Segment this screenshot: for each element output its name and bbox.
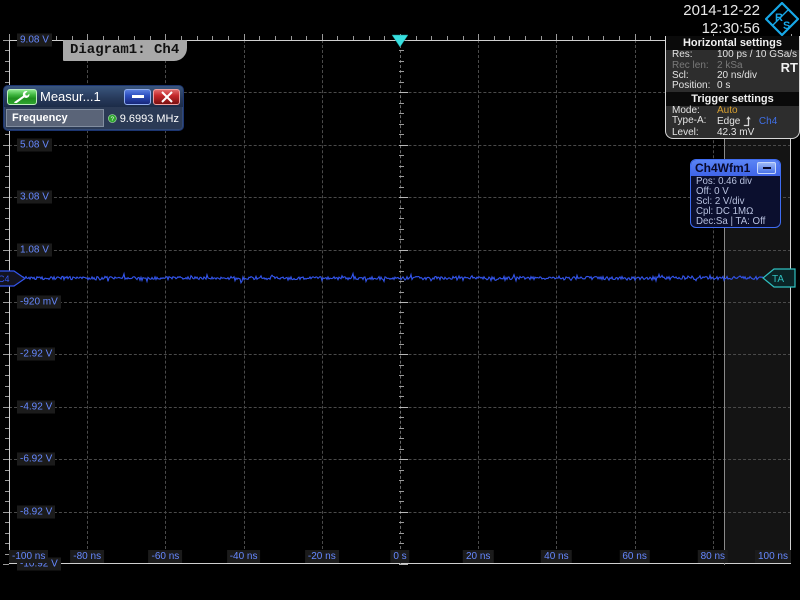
svg-text:S: S (783, 20, 790, 32)
svg-text:R: R (775, 12, 783, 24)
svg-text:C4: C4 (0, 274, 10, 284)
svg-text:TA: TA (772, 274, 784, 285)
